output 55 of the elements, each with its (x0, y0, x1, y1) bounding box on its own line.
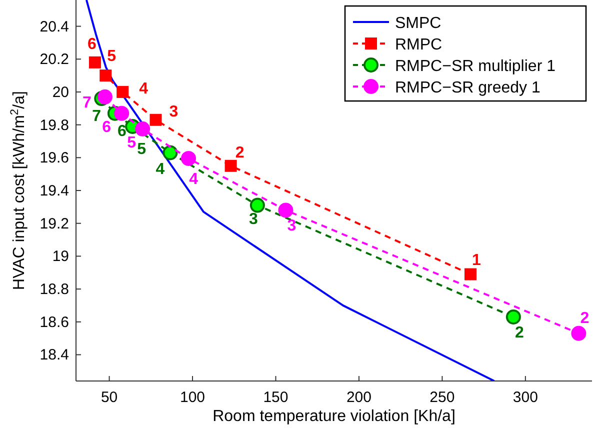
point (224, 160, 237, 172)
point (97, 89, 112, 104)
point (250, 198, 265, 213)
y-tick-label: 20.4 (40, 18, 69, 36)
annotation: 4 (139, 80, 148, 98)
annotation: 5 (127, 134, 136, 152)
annotation: 3 (287, 218, 296, 235)
y-tick-label: 19.8 (40, 116, 69, 134)
y-tick-label: 20 (52, 84, 69, 101)
y-tick-label: 19.4 (40, 182, 69, 200)
annotation: 6 (88, 36, 97, 53)
x-tick-label: 300 (512, 389, 538, 406)
x-tick-label: 50 (100, 389, 118, 406)
point (116, 86, 129, 98)
x-tick-label: 200 (346, 389, 372, 406)
y-tick-label: 18.6 (40, 314, 69, 331)
legend-label: RMPC−SR greedy 1 (395, 80, 540, 96)
point (571, 326, 586, 341)
y-tick-label: 18.8 (40, 281, 69, 298)
annotation: 5 (137, 140, 146, 158)
annotation: 6 (102, 118, 112, 136)
annotation: 7 (92, 108, 102, 126)
point (88, 56, 101, 68)
point (278, 202, 294, 218)
annotation: 4 (189, 170, 198, 188)
y-tick-label: 19.2 (40, 215, 69, 232)
annotation: 6 (117, 122, 126, 140)
point (100, 70, 112, 82)
annotation: 2 (580, 310, 590, 327)
legend-label: RMPC (395, 36, 442, 54)
x-tick-label: 150 (263, 389, 288, 406)
annotation: 3 (248, 210, 258, 228)
legend-label: RMPC−SR multiplier 1 (395, 58, 556, 75)
y-tick-label: 19.6 (40, 150, 69, 167)
point (464, 268, 476, 280)
point (181, 150, 196, 166)
y-tick-label: 18.4 (40, 346, 69, 364)
annotation: 7 (82, 94, 92, 112)
x-tick-label: 100 (180, 389, 206, 406)
annotation: 4 (156, 161, 165, 178)
x-tick-label: 250 (430, 389, 455, 406)
point (150, 114, 162, 126)
annotation: 2 (235, 144, 244, 162)
y-tick-label: 19 (52, 248, 69, 266)
point (162, 145, 178, 160)
x-axis-title: Room temperature violation [Kh/a] (212, 408, 456, 425)
annotation: 2 (514, 324, 524, 342)
point (114, 106, 130, 121)
annotation: 5 (107, 48, 116, 66)
y-tick-label: 20.2 (40, 51, 69, 68)
annotation: 3 (169, 103, 178, 120)
annotation: 1 (472, 252, 482, 269)
point (135, 121, 150, 136)
point (506, 309, 521, 324)
legend-label: SMPC (395, 15, 442, 32)
